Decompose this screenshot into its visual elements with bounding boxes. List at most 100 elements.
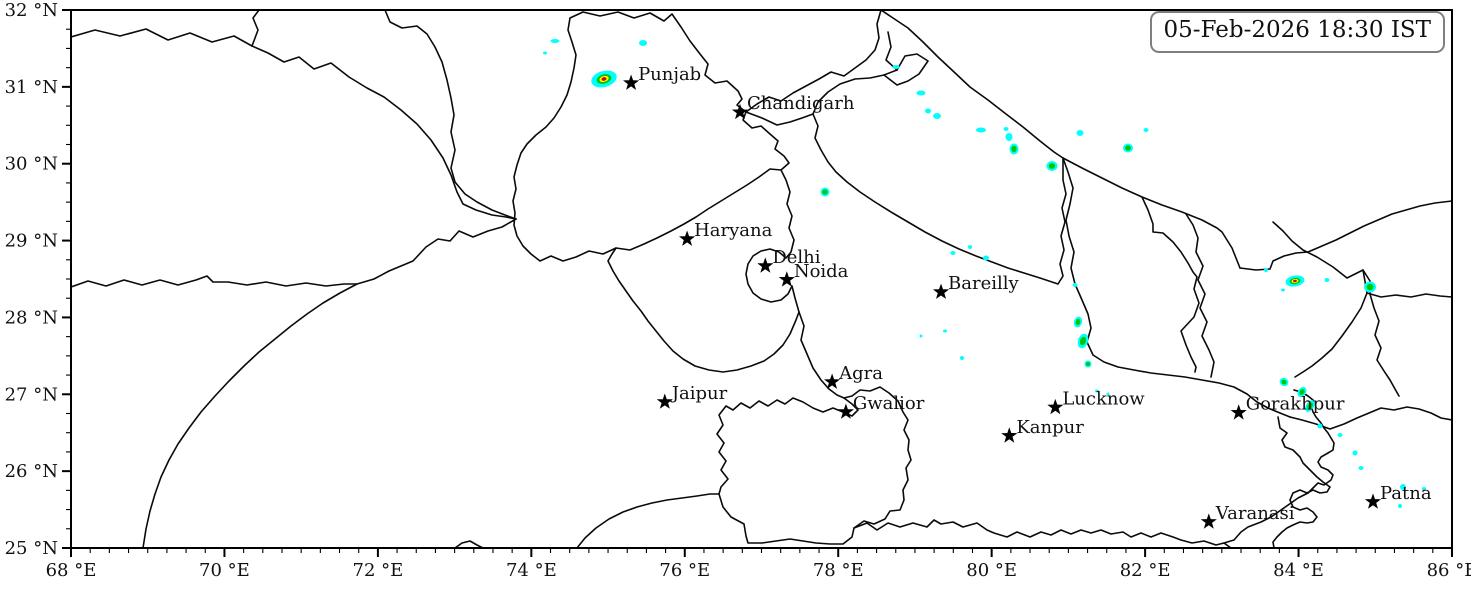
city-star-icon [1001, 427, 1018, 443]
city-star-icon [1230, 404, 1247, 420]
echo-red-layer [601, 77, 607, 81]
axis-ticks: 68 °E 70 °E 72 °E 74 °E 76 °E 78 °E 80 °E 82 °E… [5, 0, 1471, 581]
echo-cyan-layer [919, 334, 923, 338]
boundary-line [251, 10, 260, 47]
city-star-icon [679, 230, 696, 246]
x-axis-tick-label: 84 °E [1273, 560, 1324, 581]
city-label: Gorakhpur [1246, 394, 1345, 415]
x-axis-tick-label: 78 °E [813, 560, 864, 581]
echo-cyan-layer [550, 39, 560, 43]
boundary-line [798, 311, 845, 399]
echo-cyan-layer [1281, 288, 1285, 292]
radar-echo [591, 70, 617, 88]
echo-cyan-layer [1095, 389, 1099, 393]
city-marker: Gorakhpur [1230, 394, 1345, 420]
timestamp-badge: 05-Feb-2026 18:30 IST [1149, 11, 1445, 53]
y-axis-tick-label: 28 °N [5, 307, 58, 328]
y-axis-tick-label: 25 °N [5, 538, 58, 559]
city-star-icon [757, 257, 774, 273]
echo-cyan-layer [1005, 133, 1013, 141]
radar-echo [1324, 278, 1330, 282]
echo-cyan-layer [1072, 283, 1078, 287]
radar-echo [943, 329, 947, 333]
radar-echo [1285, 275, 1305, 287]
city-marker: Lucknow [1047, 388, 1145, 415]
radar-echo [976, 127, 986, 133]
radar-echo [1297, 386, 1307, 398]
echo-green-layer [1299, 389, 1305, 395]
echo-cyan-layer [1398, 504, 1402, 508]
x-axis-tick-label: 86 °E [1427, 560, 1471, 581]
echo-cyan-layer [943, 329, 947, 333]
city-marker: Haryana [679, 220, 773, 246]
city-label: Patna [1380, 483, 1432, 504]
boundary-line [251, 45, 517, 220]
echo-cyan-layer [1317, 423, 1323, 429]
echo-cyan-layer [983, 255, 989, 261]
echo-cyan-layer [1422, 487, 1426, 491]
city-label: Delhi [772, 247, 820, 268]
radar-echo [1279, 377, 1289, 387]
echo-cyan-layer [950, 251, 956, 255]
radar-echo [1400, 484, 1406, 490]
x-axis-tick-label: 70 °E [199, 560, 250, 581]
city-label: Punjab [638, 64, 701, 85]
radar-echo [1422, 487, 1426, 491]
radar-echoes [543, 39, 1426, 508]
city-marker: Gwalior [837, 393, 925, 419]
city-star-icon [1047, 398, 1064, 415]
radar-echo [543, 51, 547, 55]
radar-echo [933, 113, 941, 119]
radar-echo [1305, 400, 1315, 412]
city-marker: Patna [1364, 483, 1432, 509]
boundary-line [71, 28, 253, 47]
boundary-line [716, 386, 912, 545]
boundary-line [576, 493, 720, 548]
echo-cyan-layer [1337, 433, 1343, 437]
boundary-line [1272, 221, 1368, 378]
city-star-icon [778, 271, 795, 287]
boundary-line [1141, 196, 1200, 373]
map-boundaries [71, 10, 1452, 548]
radar-echo [1072, 283, 1078, 287]
city-label: Jaipur [670, 383, 728, 404]
boundary-line [883, 53, 929, 86]
city-star-icon [623, 74, 640, 90]
radar-echo [916, 90, 926, 96]
boundary-line [384, 10, 517, 220]
echo-cyan-layer [1264, 268, 1268, 272]
echo-green-layer [1075, 318, 1081, 326]
radar-echo [550, 39, 560, 43]
boundary-line [607, 169, 800, 373]
city-star-icon [1364, 493, 1382, 509]
city-label: Gwalior [853, 393, 925, 414]
x-axis-tick-label: 74 °E [506, 560, 557, 581]
boundary-line [812, 31, 1067, 285]
echo-cyan-layer [916, 90, 926, 96]
city-label: Noida [794, 261, 849, 282]
city-label: Kanpur [1016, 417, 1084, 438]
radar-echo [1364, 281, 1376, 293]
radar-echo [983, 255, 989, 261]
city-label: Agra [838, 363, 883, 384]
boundary-line [1366, 292, 1452, 298]
radar-echo [1084, 360, 1092, 368]
radar-echo [892, 65, 900, 69]
y-axis-tick-label: 27 °N [5, 384, 58, 405]
echo-cyan-layer [1106, 392, 1110, 396]
boundary-line [880, 10, 1241, 269]
city-star-icon [837, 403, 854, 419]
echo-cyan-layer [933, 113, 941, 119]
echo-cyan-layer [892, 65, 900, 69]
echo-cyan-layer [1400, 484, 1406, 490]
radar-echo [1005, 133, 1013, 141]
radar-echo [919, 334, 923, 338]
radar-echo [1046, 161, 1058, 171]
radar-echo [950, 251, 956, 255]
x-axis-tick-label: 72 °E [353, 560, 404, 581]
radar-echo [1073, 316, 1083, 328]
radar-echo [1398, 504, 1402, 508]
radar-echo [1352, 450, 1358, 456]
city-marker: Noida [778, 261, 849, 287]
